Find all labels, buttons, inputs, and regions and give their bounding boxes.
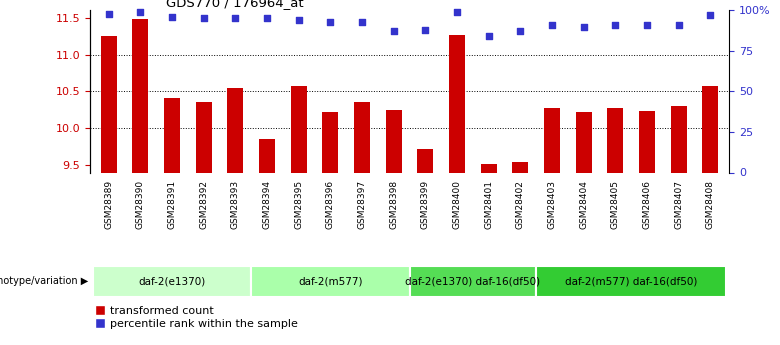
Text: GSM28392: GSM28392 bbox=[199, 180, 208, 229]
Legend: transformed count, percentile rank within the sample: transformed count, percentile rank withi… bbox=[95, 306, 298, 329]
Bar bbox=[101, 36, 117, 172]
Point bbox=[514, 29, 526, 34]
Bar bbox=[480, 164, 497, 172]
Bar bbox=[93, 266, 251, 297]
Text: GSM28406: GSM28406 bbox=[643, 180, 651, 229]
Text: genotype/variation ▶: genotype/variation ▶ bbox=[0, 276, 88, 286]
Text: GSM28399: GSM28399 bbox=[421, 180, 430, 229]
Point bbox=[324, 19, 337, 24]
Point bbox=[640, 22, 653, 28]
Bar bbox=[576, 112, 591, 172]
Text: GSM28403: GSM28403 bbox=[548, 180, 556, 229]
Point bbox=[229, 16, 242, 21]
Bar bbox=[228, 88, 243, 172]
Bar bbox=[608, 108, 623, 172]
Point bbox=[102, 11, 115, 16]
Text: GSM28397: GSM28397 bbox=[357, 180, 367, 229]
Text: GSM28394: GSM28394 bbox=[263, 180, 271, 229]
Text: GSM28400: GSM28400 bbox=[452, 180, 462, 229]
Point bbox=[672, 22, 685, 28]
Bar bbox=[386, 110, 402, 172]
Point bbox=[292, 17, 305, 23]
Bar bbox=[671, 106, 686, 172]
Bar bbox=[251, 266, 410, 297]
Text: GSM28407: GSM28407 bbox=[674, 180, 683, 229]
Bar bbox=[291, 86, 307, 172]
Point bbox=[451, 9, 463, 15]
Text: daf-2(e1370) daf-16(df50): daf-2(e1370) daf-16(df50) bbox=[406, 276, 541, 286]
Bar bbox=[164, 98, 180, 172]
Point bbox=[134, 9, 147, 15]
Bar bbox=[322, 112, 339, 172]
Text: GSM28405: GSM28405 bbox=[611, 180, 620, 229]
Text: GSM28398: GSM28398 bbox=[389, 180, 398, 229]
Point bbox=[704, 12, 717, 18]
Text: GSM28389: GSM28389 bbox=[105, 180, 113, 229]
Point bbox=[261, 16, 273, 21]
Bar bbox=[417, 149, 433, 172]
Bar bbox=[196, 102, 211, 172]
Bar bbox=[639, 111, 655, 172]
Bar bbox=[259, 139, 275, 172]
Text: GSM28408: GSM28408 bbox=[706, 180, 714, 229]
Bar bbox=[449, 35, 465, 172]
Text: daf-2(e1370): daf-2(e1370) bbox=[138, 276, 206, 286]
Text: GSM28404: GSM28404 bbox=[579, 180, 588, 229]
Point bbox=[609, 22, 622, 28]
Point bbox=[577, 24, 590, 29]
Point bbox=[419, 27, 431, 32]
Bar bbox=[512, 162, 528, 172]
Text: GDS770 / 176964_at: GDS770 / 176964_at bbox=[166, 0, 304, 9]
Point bbox=[166, 14, 179, 20]
Text: GSM28390: GSM28390 bbox=[136, 180, 145, 229]
Text: daf-2(m577) daf-16(df50): daf-2(m577) daf-16(df50) bbox=[565, 276, 697, 286]
Bar bbox=[410, 266, 536, 297]
Bar bbox=[354, 102, 370, 172]
Point bbox=[197, 16, 210, 21]
Point bbox=[482, 33, 495, 39]
Point bbox=[356, 19, 368, 24]
Text: GSM28393: GSM28393 bbox=[231, 180, 240, 229]
Text: GSM28395: GSM28395 bbox=[294, 180, 303, 229]
Bar bbox=[544, 108, 560, 172]
Text: daf-2(m577): daf-2(m577) bbox=[298, 276, 363, 286]
Text: GSM28391: GSM28391 bbox=[168, 180, 176, 229]
Bar bbox=[536, 266, 726, 297]
Point bbox=[546, 22, 558, 28]
Text: GSM28396: GSM28396 bbox=[326, 180, 335, 229]
Bar bbox=[133, 19, 148, 172]
Text: GSM28401: GSM28401 bbox=[484, 180, 493, 229]
Point bbox=[388, 29, 400, 34]
Bar bbox=[702, 86, 718, 172]
Text: GSM28402: GSM28402 bbox=[516, 180, 525, 229]
